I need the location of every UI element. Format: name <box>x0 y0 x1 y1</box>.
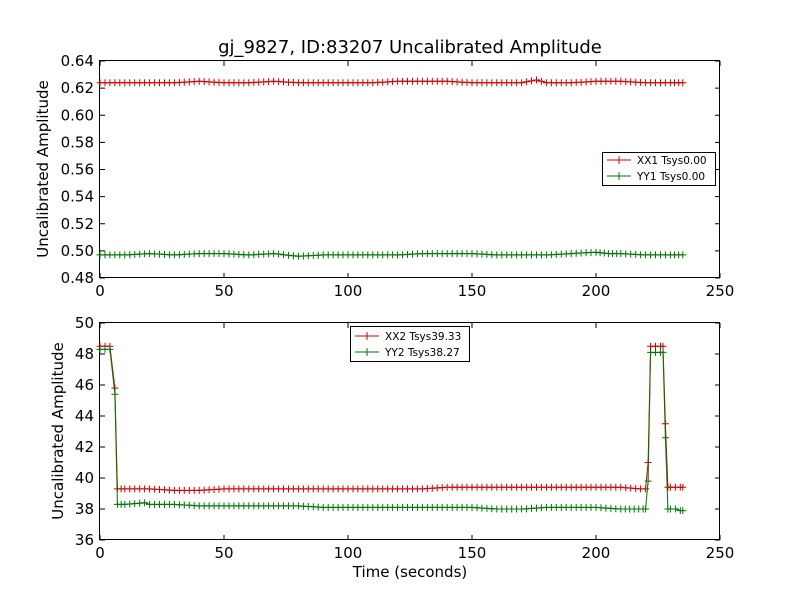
lower-y-tick-label: 38 <box>75 500 94 518</box>
series-yy1-point <box>285 251 292 259</box>
series-yy2-point <box>679 507 687 514</box>
chart-title: gj_9827, ID:83207 Uncalibrated Amplitude <box>218 37 602 58</box>
lower-y-tick-label: 40 <box>75 469 94 487</box>
series-xx1-point <box>523 78 531 86</box>
series-yy2-point <box>644 477 652 485</box>
series-yy1-point <box>679 251 687 259</box>
series-xx1-point <box>537 77 545 85</box>
upper-y-tick-label: 0.52 <box>61 215 94 233</box>
upper-y-tick-label: 0.54 <box>61 188 94 206</box>
legend-xx1-label: XX1 Tsys0.00 <box>637 155 707 167</box>
lower-y-tick-label: 42 <box>75 438 94 456</box>
legend-yy2-label: YY2 Tsys38.27 <box>384 347 460 359</box>
upper-y-tick-label: 0.48 <box>61 269 94 287</box>
series-xx2-point <box>679 483 687 491</box>
series-yy2-point <box>111 390 119 398</box>
lower-y-tick-label: 36 <box>75 531 94 549</box>
series-yy2-point <box>642 505 650 513</box>
upper-y-tick-label: 0.60 <box>61 106 94 124</box>
lower-y-tick-label: 46 <box>75 376 94 394</box>
lower-legend: + XX2 Tsys39.33 + YY2 Tsys38.27 <box>350 326 470 362</box>
series-yy2-point <box>106 345 114 353</box>
lower-x-tick-label: 100 <box>334 544 363 562</box>
upper-y-tick-label: 0.64 <box>61 52 94 70</box>
legend-yy1-marker: + <box>614 169 624 183</box>
upper-plot: 0 50 100 150 200 250 0.48 0.50 0.52 0.54 0.56 0.58 0… <box>34 52 734 300</box>
lower-y-axis-label: Uncalibrated Amplitude <box>49 342 67 519</box>
legend-xx2-label: XX2 Tsys39.33 <box>385 331 461 343</box>
legend-xx1-marker: + <box>614 153 624 167</box>
series-xx1-point <box>528 77 535 85</box>
upper-x-tick-label: 0 <box>95 282 105 300</box>
lower-x-tick-label: 250 <box>706 544 735 562</box>
series-xx1-point <box>679 79 687 87</box>
upper-legend: + XX1 Tsys0.00 + YY1 Tsys0.00 <box>602 152 716 186</box>
upper-y-tick-label: 0.50 <box>61 242 94 260</box>
series-xx2-line <box>100 345 683 491</box>
lower-x-tick-label: 200 <box>582 544 611 562</box>
lower-legend-box <box>350 326 470 362</box>
upper-x-tick-label: 50 <box>214 282 233 300</box>
upper-x-tick-label: 250 <box>706 282 735 300</box>
lower-x-tick-label: 50 <box>214 544 233 562</box>
lower-y-tick-label: 48 <box>75 345 94 363</box>
series-yy1-point <box>275 250 283 258</box>
upper-x-tick-label: 150 <box>458 282 487 300</box>
upper-y-axis-label: Uncalibrated Amplitude <box>34 80 52 257</box>
series-yy2-point <box>659 348 667 356</box>
upper-x-tick-label: 100 <box>334 282 363 300</box>
lower-plot: 0 50 100 150 200 250 36 38 40 42 44 46 48 50 Uncalibr… <box>49 314 734 581</box>
series-xx2-point <box>642 485 650 493</box>
lower-plot-frame <box>99 322 720 540</box>
upper-x-tick-label: 200 <box>582 282 611 300</box>
lower-y-tick-label: 44 <box>75 407 94 425</box>
series-xx1-point <box>518 79 526 87</box>
series-yy2-line <box>100 348 683 512</box>
upper-legend-box <box>602 152 716 186</box>
series-yy2-point <box>671 505 679 513</box>
x-axis-label: Time (seconds) <box>352 563 468 581</box>
upper-y-tick-label: 0.56 <box>61 161 94 179</box>
series-xx2-point <box>659 342 667 350</box>
series-xx1-point <box>533 76 540 84</box>
lower-x-tick-label: 150 <box>458 544 487 562</box>
series-yy2-point <box>661 434 669 442</box>
legend-xx2-marker: + <box>362 329 372 343</box>
series-yy2-point <box>141 499 149 507</box>
legend-yy1-label: YY1 Tsys0.00 <box>636 171 705 183</box>
lower-x-tick-label: 0 <box>95 544 105 562</box>
upper-y-tick-label: 0.62 <box>61 79 94 97</box>
upper-y-tick-label: 0.58 <box>61 133 94 151</box>
legend-yy2-marker: + <box>362 345 372 359</box>
lower-y-tick-label: 50 <box>75 314 94 332</box>
